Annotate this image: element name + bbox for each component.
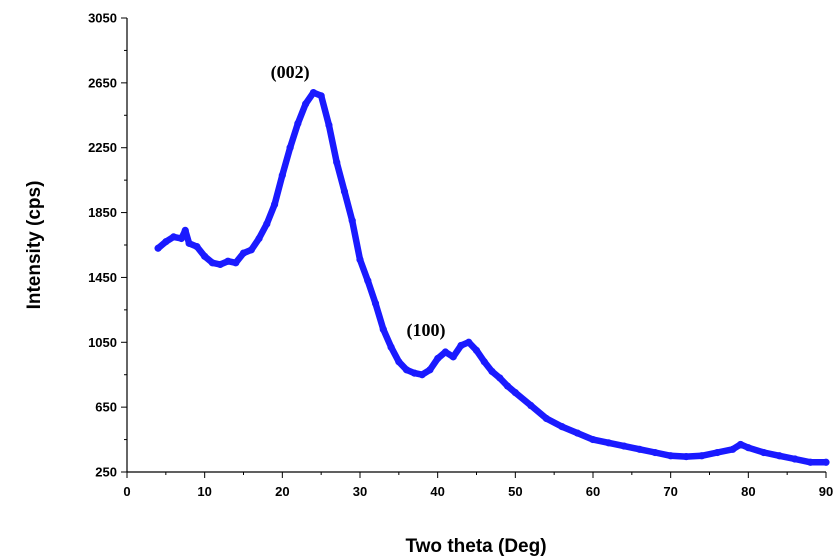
x-axis-label: Two theta (Deg) <box>405 536 546 557</box>
data-point <box>395 358 403 366</box>
y-tick-label: 1850 <box>88 205 117 220</box>
data-point <box>511 388 519 397</box>
data-point <box>239 249 248 257</box>
data-point <box>270 200 279 209</box>
data-point <box>589 435 597 444</box>
data-point <box>527 401 535 410</box>
data-point <box>247 246 255 254</box>
y-tick-label: 2650 <box>88 75 117 90</box>
x-tick-label: 10 <box>197 484 211 499</box>
data-point <box>503 382 512 390</box>
data-point <box>449 353 457 361</box>
y-tick-label: 250 <box>95 465 117 480</box>
data-point <box>426 366 434 374</box>
data-point <box>667 452 675 460</box>
data-point <box>744 444 752 452</box>
data-point <box>496 374 504 382</box>
y-axis-label: Intensity (cps) <box>24 181 45 310</box>
data-point <box>682 452 690 461</box>
data-point <box>185 239 193 247</box>
data-point <box>558 423 566 431</box>
x-tick-label: 30 <box>353 484 367 499</box>
data-point <box>201 252 209 260</box>
x-tick-label: 90 <box>819 484 833 499</box>
data-point <box>193 243 201 251</box>
data-point <box>713 448 721 457</box>
series-group <box>154 88 830 466</box>
y-tick-label: 650 <box>95 400 117 415</box>
data-point <box>480 358 488 366</box>
data-point <box>465 338 473 346</box>
data-point <box>729 445 737 453</box>
data-point <box>806 458 815 466</box>
data-point <box>208 259 217 267</box>
x-tick-label: 60 <box>586 484 600 499</box>
data-point <box>698 452 706 460</box>
data-point <box>333 158 341 166</box>
data-point <box>263 220 271 228</box>
data-point <box>736 440 745 449</box>
data-point <box>170 233 178 241</box>
data-point <box>309 88 317 97</box>
data-point <box>760 448 768 457</box>
data-point <box>636 445 644 453</box>
data-point <box>418 371 426 379</box>
data-point <box>379 325 387 333</box>
series-line <box>154 89 830 466</box>
data-point <box>181 226 189 235</box>
data-point <box>604 439 613 447</box>
data-point <box>775 452 784 460</box>
y-tick-label: 1050 <box>88 335 117 350</box>
axes: 0 10 20 30 40 50 60 70 80 90 250 650 1050 1450 1850 225… <box>88 11 833 500</box>
data-point <box>278 171 286 179</box>
data-point <box>573 429 582 437</box>
y-tick-label: 1450 <box>88 270 117 285</box>
data-point <box>232 259 240 267</box>
data-point <box>255 234 263 243</box>
data-point <box>441 348 450 356</box>
x-tick-label: 40 <box>430 484 444 499</box>
data-point <box>302 100 310 108</box>
data-point <box>317 92 325 100</box>
x-tick-label: 0 <box>123 484 130 499</box>
data-point <box>162 238 170 246</box>
peak-annotation: (100) <box>407 320 446 341</box>
data-point <box>177 234 185 243</box>
data-point <box>457 341 465 350</box>
data-point <box>472 346 481 354</box>
data-point <box>387 343 395 351</box>
x-tick-label: 20 <box>275 484 289 499</box>
data-point <box>791 455 799 463</box>
y-tick-label: 2250 <box>88 140 117 155</box>
data-point <box>488 367 496 376</box>
data-point <box>651 448 659 457</box>
y-tick-label: 3050 <box>88 11 117 26</box>
data-point <box>348 217 356 225</box>
data-point <box>340 187 349 196</box>
data-point <box>371 299 380 307</box>
data-point <box>224 257 232 265</box>
data-point <box>403 366 411 374</box>
data-point <box>216 260 224 269</box>
data-point <box>822 458 830 466</box>
x-tick-label: 50 <box>508 484 522 499</box>
data-point <box>294 119 302 127</box>
labels-group: Two theta (Deg) Intensity (cps) (002) (100) <box>24 62 547 557</box>
data-point <box>286 144 294 152</box>
data-point <box>364 277 372 285</box>
data-point <box>410 369 418 377</box>
peak-annotation: (002) <box>271 62 310 83</box>
x-tick-label: 80 <box>741 484 755 499</box>
x-tick-label: 70 <box>663 484 677 499</box>
data-point <box>325 121 333 129</box>
data-point <box>356 255 364 264</box>
data-point <box>434 354 442 363</box>
data-point <box>620 442 628 450</box>
data-point <box>154 244 162 252</box>
data-point <box>542 414 551 423</box>
